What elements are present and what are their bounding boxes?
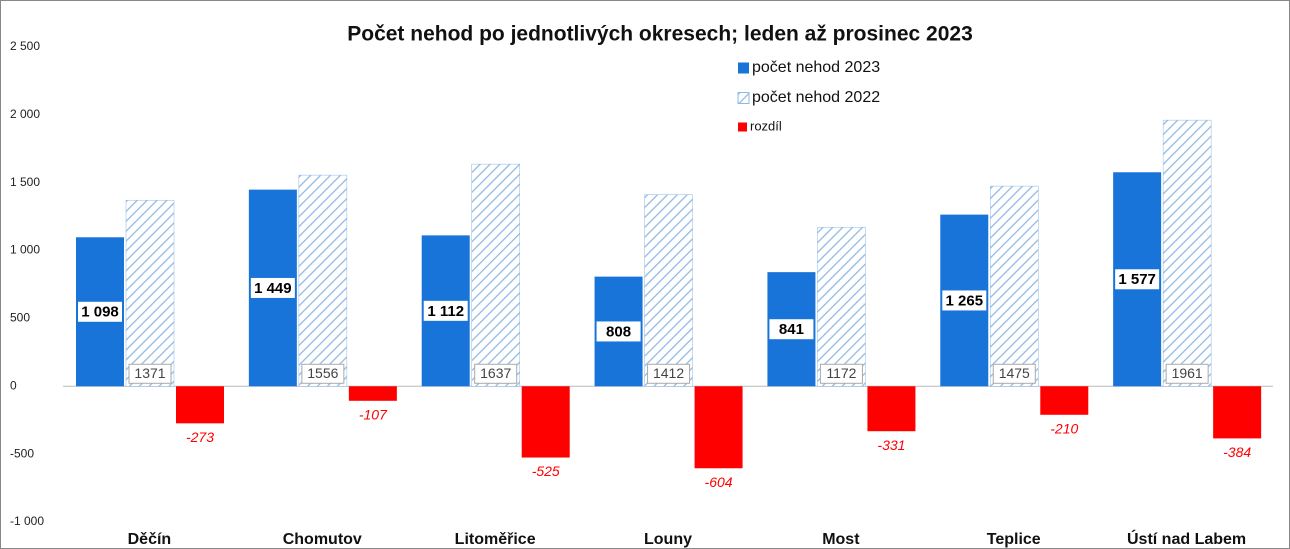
data-label: 841 [779, 321, 804, 338]
x-tick-label: Most [822, 531, 860, 548]
label-box [647, 363, 691, 384]
legend-label: rozdíl [750, 118, 782, 133]
label-box [474, 363, 518, 384]
data-label: 1475 [999, 365, 1030, 381]
x-tick-label: Ústí nad Labem [1127, 529, 1246, 548]
data-label: -331 [877, 437, 905, 453]
data-label: 1371 [134, 365, 165, 381]
x-tick-label: Děčín [128, 531, 172, 548]
legend-swatch [738, 122, 747, 132]
data-label: 1 098 [81, 304, 119, 321]
bar [867, 386, 916, 432]
bar [990, 185, 1039, 387]
label-box [819, 363, 863, 384]
bar [176, 386, 224, 424]
y-tick-label: 500 [10, 311, 30, 325]
data-label: 1637 [480, 365, 511, 381]
data-label: 1 577 [1118, 271, 1156, 288]
bar [817, 226, 866, 387]
data-label: 1 265 [946, 292, 984, 309]
label-box [992, 363, 1036, 384]
data-label: -604 [705, 474, 733, 490]
legend-label: počet nehod 2022 [752, 89, 880, 106]
legend-swatch [737, 92, 750, 104]
bar [521, 386, 570, 458]
y-tick-label: 2 500 [10, 39, 40, 53]
data-label: -210 [1050, 420, 1078, 436]
bar [1162, 119, 1212, 387]
bar [694, 386, 743, 469]
chart-title: Počet nehod po jednotlivých okresech; le… [347, 23, 973, 46]
bar [1213, 386, 1262, 439]
y-tick-label: -500 [10, 446, 34, 460]
bar [298, 174, 348, 387]
y-tick-label: 1 000 [10, 243, 40, 257]
bar [1040, 386, 1089, 415]
data-label: 1 449 [254, 280, 292, 297]
data-label: -107 [359, 407, 388, 423]
label-box [1115, 269, 1160, 290]
y-tick-label: 0 [10, 378, 17, 392]
label-box [1165, 363, 1209, 384]
data-label: 1412 [653, 365, 684, 381]
label-box [596, 321, 641, 342]
data-label: -273 [186, 429, 214, 445]
bar [348, 386, 397, 401]
bar [125, 199, 175, 387]
data-label: -384 [1223, 444, 1251, 460]
label-box [128, 363, 172, 384]
data-label: 1 112 [427, 303, 464, 320]
x-tick-label: Teplice [987, 531, 1041, 548]
label-box [423, 300, 468, 321]
data-label: 1172 [826, 365, 856, 381]
label-box [301, 363, 345, 384]
data-label: 1556 [307, 365, 338, 381]
bar [471, 163, 520, 387]
legend-label: počet nehod 2023 [752, 59, 880, 76]
label-box [769, 319, 814, 340]
data-label: 808 [606, 323, 631, 340]
y-tick-label: 1 500 [10, 175, 40, 189]
x-tick-label: Chomutov [283, 531, 362, 548]
data-label: 1961 [1172, 365, 1203, 381]
x-tick-label: Louny [644, 531, 692, 548]
label-box [250, 277, 295, 298]
data-label: -525 [532, 463, 560, 479]
label-box [78, 301, 122, 322]
bar [644, 194, 693, 387]
label-box [942, 290, 987, 311]
legend-swatch [738, 62, 749, 74]
y-tick-label: 2 000 [10, 107, 40, 121]
y-tick-label: -1 000 [10, 514, 44, 528]
x-tick-label: Litoměřice [455, 531, 536, 548]
